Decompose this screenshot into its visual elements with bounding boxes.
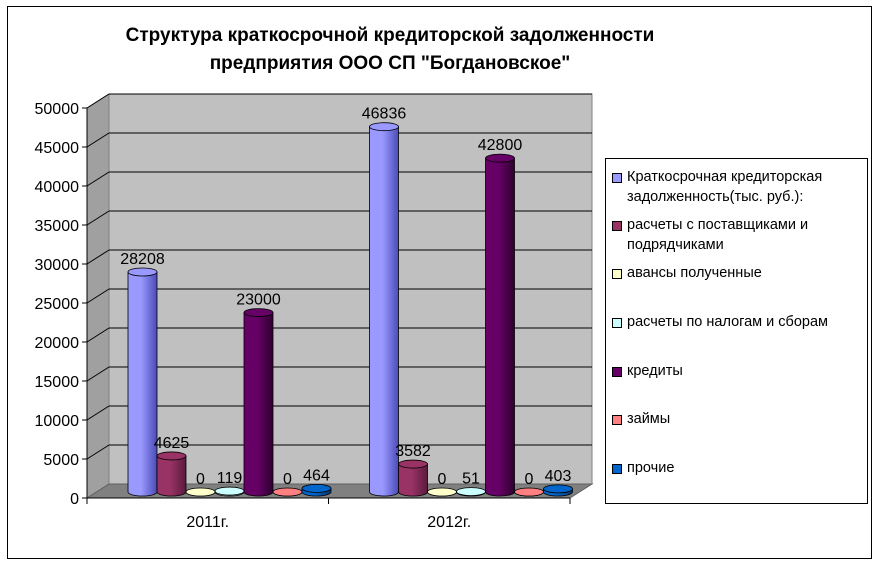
- legend-label: кредиты: [627, 363, 683, 379]
- legend-label: расчеты с поставщиками и подрядчиками: [627, 217, 809, 253]
- gridline-side: [86, 93, 110, 109]
- legend-item: кредиты: [612, 361, 864, 381]
- legend-label: расчеты по налогам и сборам: [627, 314, 829, 330]
- y-tick-label: 5000: [43, 452, 79, 469]
- legend-swatch: [612, 221, 622, 231]
- y-tick-label: 50000: [35, 101, 80, 118]
- data-label: 42800: [478, 137, 523, 154]
- legend-item: расчеты с поставщиками и подрядчиками: [612, 215, 864, 255]
- bar: [398, 463, 428, 497]
- data-label: 0: [438, 471, 447, 488]
- y-tick-label: 40000: [35, 179, 80, 196]
- bar-top: [272, 487, 303, 497]
- bar: [243, 312, 274, 497]
- gridline-side: [86, 366, 110, 382]
- gridline-side: [86, 132, 110, 148]
- data-label: 0: [196, 471, 205, 488]
- bar-top: [398, 459, 428, 469]
- x-tick-label: 2012г.: [427, 514, 471, 531]
- data-label: 119: [217, 470, 243, 487]
- data-label: 403: [545, 468, 572, 485]
- data-label: 51: [462, 471, 480, 488]
- y-tick-label: 10000: [35, 413, 80, 430]
- gridline-side: [86, 249, 110, 265]
- legend-item: авансы полученные: [612, 263, 864, 283]
- bar-top: [156, 451, 187, 461]
- data-label: 464: [303, 467, 330, 484]
- legend-swatch: [612, 269, 622, 279]
- y-tick-label: 35000: [35, 218, 80, 235]
- gridline-side: [86, 288, 110, 304]
- legend-item: прочие: [612, 458, 864, 478]
- gridline-side: [86, 327, 110, 343]
- bar-top: [543, 484, 573, 494]
- legend-label: займы: [627, 411, 671, 427]
- bar-top: [456, 487, 486, 497]
- y-tick-label: 25000: [35, 296, 80, 313]
- y-tick-label: 30000: [35, 257, 80, 274]
- legend-item: Краткосрочная кредиторская задолженность…: [612, 167, 864, 207]
- chart-title-line-1: Структура краткосрочной кредиторской зад…: [125, 25, 655, 46]
- bar-top: [301, 483, 332, 493]
- legend-item: расчеты по налогам и сборам: [612, 312, 864, 332]
- chart-title: Структура краткосрочной кредиторской зад…: [60, 22, 720, 78]
- bar: [156, 455, 187, 497]
- legend-swatch: [612, 318, 622, 328]
- bar-top: [214, 486, 245, 496]
- bar-top: [243, 308, 274, 318]
- legend-label: авансы полученные: [627, 265, 762, 281]
- bar-top: [427, 487, 457, 497]
- data-label: 23000: [236, 292, 281, 309]
- data-label: 0: [525, 471, 534, 488]
- bar: [485, 157, 515, 497]
- data-label: 4625: [154, 435, 190, 452]
- chart-title-line-2: предприятия ООО СП "Богдановское": [209, 53, 571, 74]
- bar-top: [185, 487, 216, 497]
- legend-swatch: [612, 415, 622, 425]
- legend-swatch: [612, 173, 622, 183]
- data-label: 46836: [362, 106, 407, 123]
- data-label: 0: [283, 471, 292, 488]
- gridline-side: [86, 210, 110, 226]
- legend-swatch: [612, 464, 622, 474]
- bar: [127, 271, 158, 497]
- gridline-side: [86, 405, 110, 421]
- gridline-side: [86, 171, 110, 187]
- legend-item: займы: [612, 409, 864, 429]
- y-tick-label: 15000: [35, 374, 80, 391]
- data-label: 28208: [120, 251, 165, 268]
- y-tick-label: 20000: [35, 335, 80, 352]
- y-tick-label: 45000: [35, 140, 80, 157]
- legend: Краткосрочная кредиторская задолженность…: [605, 158, 868, 504]
- gridline-side: [86, 444, 110, 460]
- x-tick-label: 2011г.: [186, 514, 229, 531]
- y-tick-label: 0: [70, 491, 79, 508]
- bar-top: [514, 487, 544, 497]
- bar: [369, 126, 399, 497]
- bar-top: [369, 122, 399, 132]
- bar-top: [485, 153, 515, 163]
- bar-top: [127, 267, 158, 277]
- legend-swatch: [612, 367, 622, 377]
- legend-label: прочие: [627, 460, 675, 476]
- data-label: 3582: [395, 443, 431, 460]
- legend-label: Краткосрочная кредиторская задолженность…: [627, 169, 823, 205]
